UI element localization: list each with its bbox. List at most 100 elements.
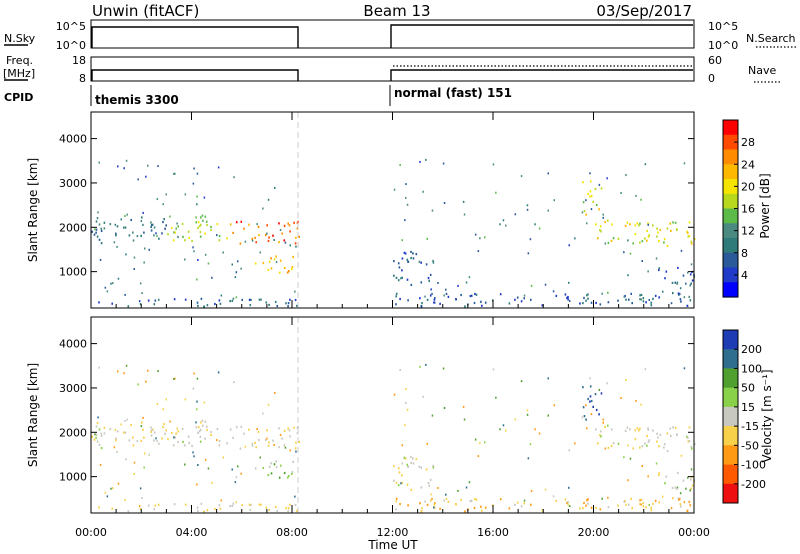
power-echo-cell	[272, 234, 274, 237]
power-echo-cell	[691, 279, 694, 282]
power-echo-cell	[153, 303, 156, 306]
power-echo-cell	[406, 258, 409, 261]
velocity-echo-cell	[629, 457, 632, 460]
velocity-echo-cell	[564, 498, 567, 501]
velocity-echo-cell	[150, 434, 153, 437]
velocity-echo-cell	[204, 437, 206, 440]
velocity-echo-cell	[640, 498, 643, 501]
velocity-echo-cell	[639, 427, 641, 430]
power-echo-cell	[133, 256, 136, 259]
power-echo-cell	[636, 222, 639, 225]
velocity-echo-cell	[599, 434, 601, 437]
velocity-echo-cell	[469, 500, 472, 503]
velocity-echo-cell	[530, 503, 532, 506]
power-echo-cell	[117, 277, 120, 280]
power-echo-cell	[635, 194, 637, 197]
velocity-echo-cell	[401, 462, 404, 465]
power-echo-cell	[256, 223, 258, 226]
velocity-echo-cell	[582, 386, 584, 389]
velocity-echo-cell	[210, 430, 212, 434]
power-echo-cell	[255, 241, 257, 244]
power-echo-cell	[541, 304, 544, 307]
velocity-echo-cell	[265, 506, 268, 509]
velocity-echo-cell	[455, 503, 457, 506]
velocity-echo-cell	[283, 429, 286, 432]
power-echo-cell	[581, 211, 584, 214]
velocity-colorbar-swatch	[723, 330, 738, 350]
velocity-echo-cell	[115, 439, 117, 442]
velocity-echo-cell	[463, 418, 466, 421]
power-echo-cell	[199, 223, 202, 226]
power-echo-cell	[275, 261, 278, 263]
power-echo-cell	[419, 160, 421, 163]
power-echo-cell	[278, 241, 280, 244]
power-echo-cell	[630, 292, 632, 295]
velocity-echo-cell	[420, 510, 423, 513]
velocity-echo-cell	[100, 432, 103, 435]
velocity-echo-cell	[583, 501, 585, 505]
power-echo-cell	[95, 220, 98, 223]
velocity-echo-cell	[594, 393, 597, 396]
power-echo-cell	[181, 222, 184, 226]
velocity-echo-cell	[95, 436, 97, 439]
velocity-echo-cell	[587, 502, 589, 505]
power-echo-cell	[628, 298, 630, 301]
time-axis: 00:00 04:00 08:00 12:00 16:00 20:00 00:00	[75, 112, 710, 539]
velocity-echo-cell	[197, 426, 200, 429]
power-echo-cell	[403, 251, 406, 254]
velocity-echo-cell	[599, 508, 602, 511]
power-echo-cell	[273, 239, 275, 241]
power-echo-cell	[162, 220, 164, 224]
power-echo-cell	[568, 281, 570, 284]
power-echo-cell	[623, 251, 625, 254]
power-echo-cell	[125, 159, 128, 162]
power-echo-cell	[626, 221, 629, 224]
velocity-echo-cell	[682, 479, 685, 482]
velocity-echo-cell	[647, 428, 649, 431]
velocity-echo-cell	[445, 497, 448, 500]
velocity-echo-cell	[585, 418, 587, 421]
velocity-echo-cell	[249, 509, 252, 512]
velocity-colorbar-tick-label: -50	[741, 439, 759, 452]
velocity-echo-cell	[679, 492, 682, 495]
velocity-echo-cell	[153, 431, 156, 434]
velocity-echo-cell	[177, 440, 179, 444]
velocity-echo-cell	[534, 428, 536, 431]
power-echo-cell	[285, 302, 287, 305]
power-echo-cell	[427, 276, 430, 280]
velocity-echo-cell	[477, 455, 480, 458]
velocity-echo-cell	[589, 395, 592, 398]
velocity-echo-cell	[638, 429, 640, 432]
velocity-echo-cell	[140, 439, 142, 442]
power-echo-cell	[505, 224, 507, 227]
power-echo-cell	[433, 298, 436, 301]
power-echo-cell	[552, 290, 555, 293]
velocity-echo-cell	[216, 439, 218, 442]
power-echo-cell	[516, 296, 519, 299]
power-colorbar-tick-label: 24	[741, 158, 755, 171]
power-echo-cell	[678, 293, 680, 296]
velocity-echo-cell	[514, 418, 517, 421]
power-echo-cell	[126, 213, 128, 216]
velocity-echo-cell	[654, 499, 657, 502]
power-echo-cell	[604, 220, 606, 223]
nave-label: Nave	[748, 64, 776, 77]
velocity-echo-cell	[406, 408, 409, 411]
velocity-echo-cell	[625, 503, 627, 506]
velocity-echo-cell	[666, 449, 669, 453]
velocity-echo-cell	[240, 425, 243, 428]
velocity-echo-cell	[295, 441, 297, 444]
velocity-echo-cell	[626, 426, 629, 429]
power-echo-cell	[495, 191, 497, 194]
power-echo-cell	[676, 281, 679, 284]
power-echo-cell	[647, 223, 649, 226]
velocity-echo-cell	[674, 426, 677, 429]
power-echo-cell	[579, 302, 581, 305]
velocity-echo-cell	[248, 428, 250, 431]
velocity-echo-cell	[589, 377, 591, 380]
power-echo-cell	[629, 223, 631, 226]
power-echo-cell	[291, 266, 294, 269]
velocity-echo-cell	[399, 502, 401, 506]
velocity-echo-cell	[592, 405, 594, 408]
velocity-echo-cell	[425, 468, 428, 471]
